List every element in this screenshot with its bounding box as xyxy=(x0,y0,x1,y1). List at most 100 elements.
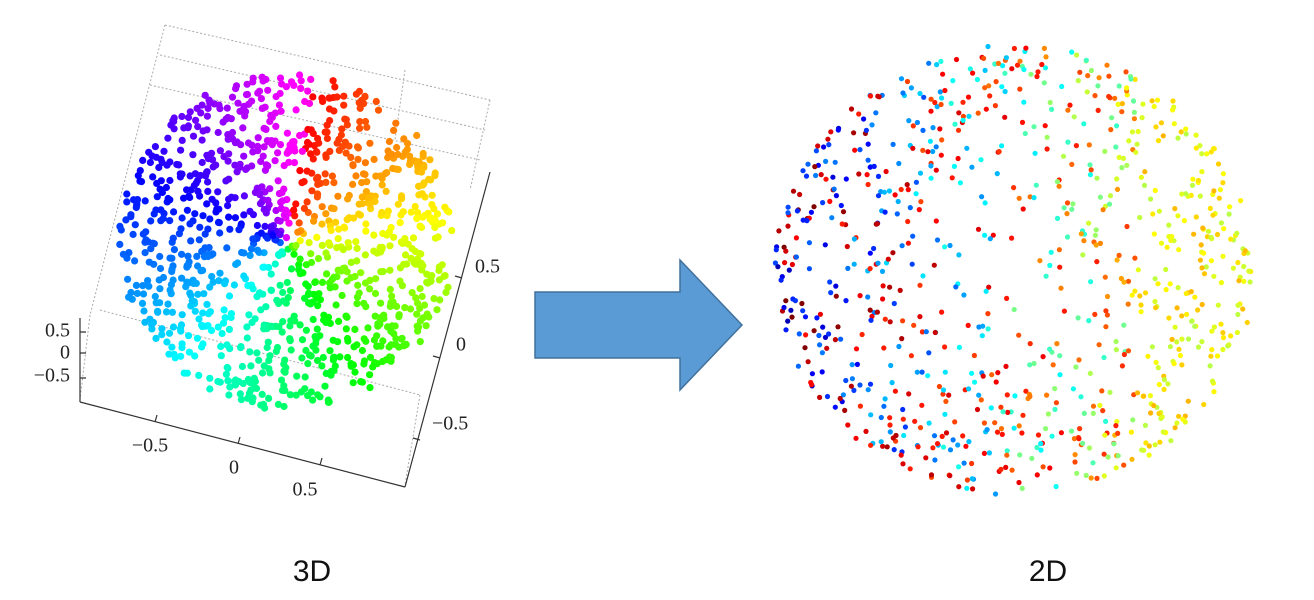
dot xyxy=(1121,322,1127,328)
dot xyxy=(781,244,787,250)
dot xyxy=(880,443,886,449)
dot xyxy=(1034,73,1040,80)
dot xyxy=(249,285,257,293)
dot xyxy=(1106,93,1112,100)
dot xyxy=(334,266,342,274)
dot xyxy=(1044,134,1050,140)
dot xyxy=(337,131,345,139)
dot xyxy=(416,285,424,293)
dot xyxy=(986,450,993,456)
dot xyxy=(313,233,321,241)
z-tick-label: −0.5 xyxy=(34,365,70,387)
dot xyxy=(1005,409,1011,415)
dot xyxy=(1199,151,1205,157)
dot xyxy=(164,134,172,142)
dot xyxy=(186,220,194,228)
dot xyxy=(322,178,330,186)
dot xyxy=(260,143,268,151)
dot xyxy=(919,402,925,408)
dot xyxy=(418,292,426,301)
dot xyxy=(1234,329,1240,336)
dot xyxy=(159,214,167,222)
dot xyxy=(351,272,359,281)
dot xyxy=(909,261,915,267)
dot xyxy=(1240,306,1246,312)
dot xyxy=(1070,386,1076,392)
dot xyxy=(900,318,906,324)
dot xyxy=(914,369,920,375)
dot xyxy=(1168,237,1174,243)
dot xyxy=(939,137,945,143)
dot xyxy=(1155,281,1161,287)
dot xyxy=(350,343,358,351)
dot xyxy=(816,332,822,339)
dot xyxy=(1241,278,1247,284)
dot xyxy=(177,146,185,154)
dot xyxy=(168,343,176,351)
dot xyxy=(1142,169,1148,175)
dot xyxy=(411,202,419,211)
dot xyxy=(813,172,819,179)
dot xyxy=(392,119,400,127)
dot xyxy=(1047,262,1053,268)
dot xyxy=(362,227,370,235)
dot xyxy=(908,85,915,91)
dot xyxy=(1163,287,1169,293)
dot xyxy=(805,161,811,167)
dot xyxy=(138,299,147,307)
dot xyxy=(1103,418,1109,424)
dot xyxy=(372,275,380,283)
dot xyxy=(1004,452,1010,458)
dot xyxy=(271,157,279,165)
dot xyxy=(420,301,429,309)
dot xyxy=(845,422,851,428)
dot xyxy=(340,101,348,109)
dot xyxy=(1183,131,1189,137)
dot xyxy=(223,104,231,112)
dot xyxy=(204,225,212,233)
dot xyxy=(352,238,360,246)
dot xyxy=(1102,274,1108,280)
dot xyxy=(193,252,201,260)
dot xyxy=(940,391,946,397)
dot xyxy=(978,397,984,403)
dot xyxy=(961,460,967,466)
dot xyxy=(144,277,152,285)
dot xyxy=(992,103,999,109)
dot xyxy=(1070,201,1076,207)
dot xyxy=(1090,410,1096,416)
dot xyxy=(251,315,259,323)
dot xyxy=(1042,123,1048,129)
dot xyxy=(1108,127,1114,133)
dot xyxy=(284,294,292,302)
dot xyxy=(928,163,934,169)
dot xyxy=(1234,230,1240,236)
dot xyxy=(1074,52,1080,58)
dot xyxy=(441,203,449,211)
dot xyxy=(1114,257,1120,263)
dot xyxy=(906,391,912,397)
dot xyxy=(1104,293,1111,300)
dot xyxy=(1080,440,1086,446)
dot xyxy=(928,108,934,114)
dot xyxy=(1226,342,1232,348)
dot xyxy=(1020,206,1026,212)
dot xyxy=(260,263,268,271)
dot xyxy=(397,192,406,200)
dot xyxy=(173,160,181,169)
dot xyxy=(188,297,196,305)
dot xyxy=(902,424,909,430)
dot xyxy=(342,325,350,333)
dot xyxy=(276,281,284,289)
dot xyxy=(1172,324,1178,330)
dot xyxy=(1129,456,1135,462)
dot xyxy=(371,289,380,298)
dot xyxy=(365,194,373,202)
dot xyxy=(992,491,999,497)
dot xyxy=(282,234,291,242)
dot xyxy=(433,210,442,218)
dot xyxy=(1205,228,1212,234)
dot xyxy=(989,372,995,378)
dot xyxy=(932,457,938,463)
dot xyxy=(1183,191,1189,197)
